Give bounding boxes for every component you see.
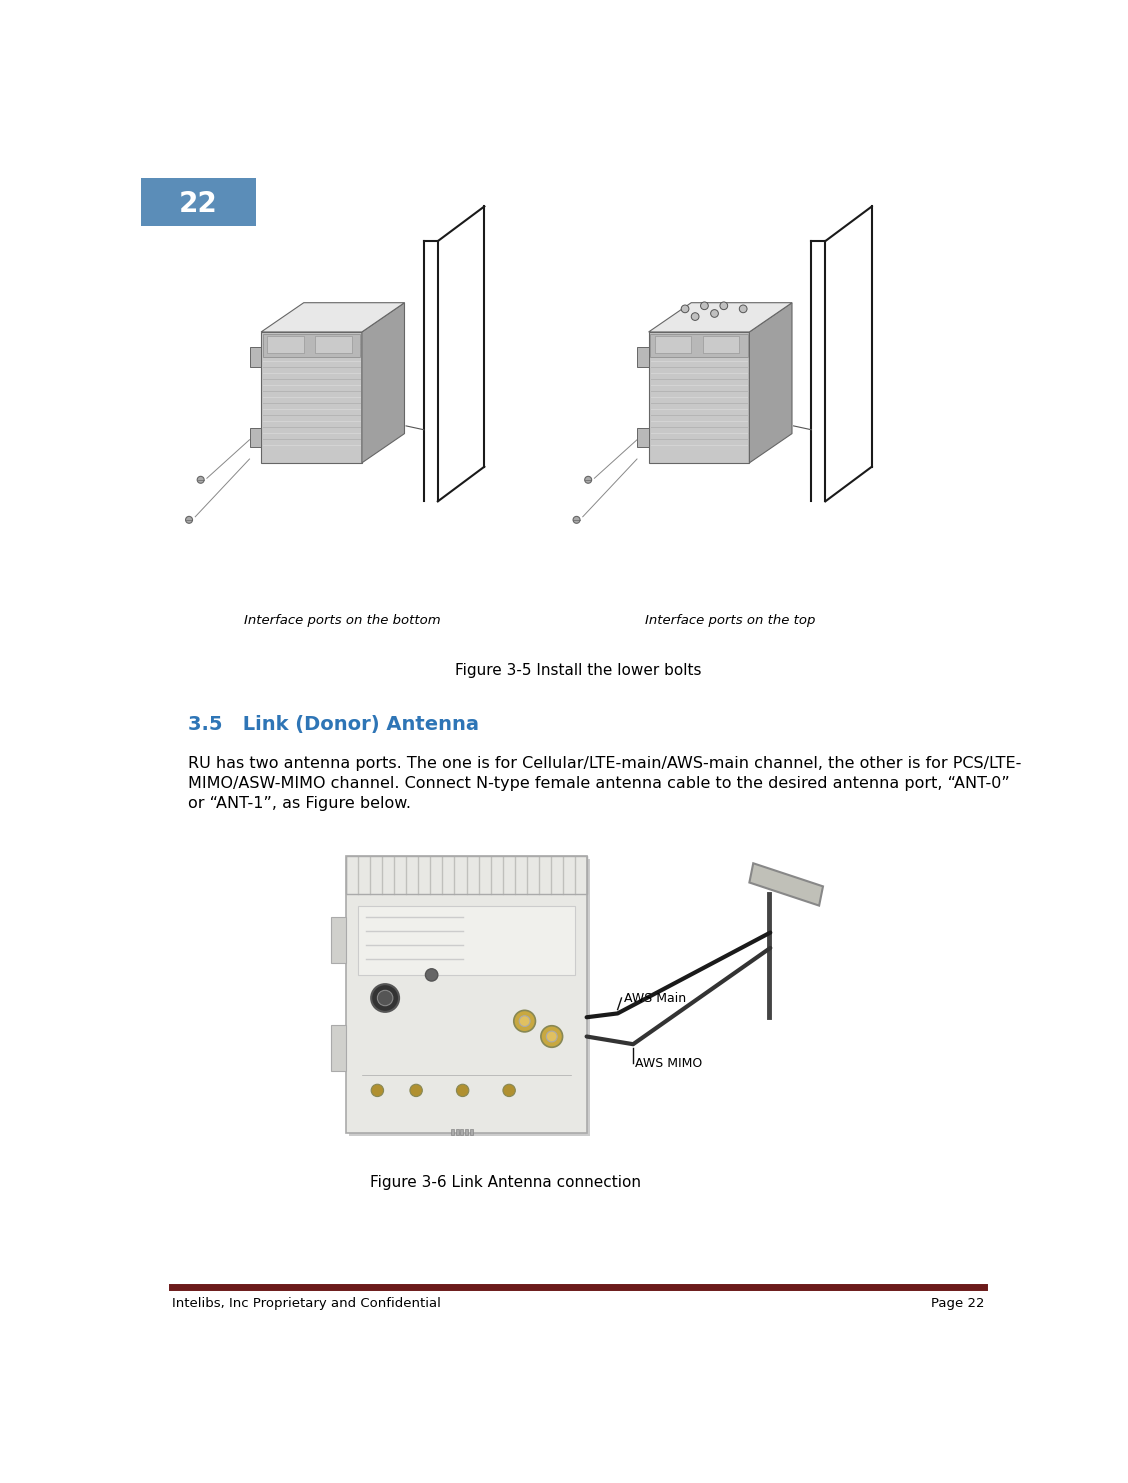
Bar xyxy=(358,906,575,974)
Bar xyxy=(267,335,303,353)
Circle shape xyxy=(711,310,719,317)
Circle shape xyxy=(519,1016,530,1026)
Circle shape xyxy=(378,991,393,1005)
Text: AWS MIMO: AWS MIMO xyxy=(635,1057,702,1069)
Circle shape xyxy=(573,516,580,523)
Polygon shape xyxy=(649,332,749,463)
Bar xyxy=(469,1129,473,1134)
Text: Figure 3-6 Link Antenna connection: Figure 3-6 Link Antenna connection xyxy=(370,1176,641,1191)
Circle shape xyxy=(409,1084,422,1096)
Bar xyxy=(331,916,346,964)
Text: Interface ports on the bottom: Interface ports on the bottom xyxy=(244,614,441,627)
Circle shape xyxy=(425,968,438,982)
Polygon shape xyxy=(637,429,649,448)
Text: Intelibs, Inc Proprietary and Confidential: Intelibs, Inc Proprietary and Confidenti… xyxy=(171,1298,441,1309)
Circle shape xyxy=(584,476,592,483)
Bar xyxy=(451,1129,455,1134)
Text: 22: 22 xyxy=(179,190,218,218)
Bar xyxy=(655,335,691,353)
Polygon shape xyxy=(749,303,792,463)
Polygon shape xyxy=(261,303,405,332)
Circle shape xyxy=(457,1084,469,1096)
Circle shape xyxy=(371,1084,384,1096)
Polygon shape xyxy=(749,429,761,448)
Polygon shape xyxy=(362,347,373,366)
Bar xyxy=(141,178,256,225)
Circle shape xyxy=(371,985,399,1011)
Polygon shape xyxy=(749,863,823,906)
Text: Figure 3-5 Install the lower bolts: Figure 3-5 Install the lower bolts xyxy=(455,663,702,678)
Circle shape xyxy=(720,303,728,310)
Polygon shape xyxy=(637,347,649,366)
Circle shape xyxy=(739,305,747,313)
Circle shape xyxy=(681,305,689,313)
Polygon shape xyxy=(362,303,405,463)
Bar xyxy=(465,1129,468,1134)
Circle shape xyxy=(197,476,204,483)
Bar xyxy=(346,856,587,894)
Text: 3.5   Link (Donor) Antenna: 3.5 Link (Donor) Antenna xyxy=(187,715,478,734)
Bar xyxy=(350,859,590,1136)
Bar xyxy=(263,334,360,356)
Circle shape xyxy=(186,516,193,523)
Text: AWS Main: AWS Main xyxy=(624,992,686,1004)
Polygon shape xyxy=(749,347,761,366)
Text: RU has two antenna ports. The one is for Cellular/LTE-main/AWS-main channel, the: RU has two antenna ports. The one is for… xyxy=(187,756,1021,771)
Circle shape xyxy=(513,1010,536,1032)
Bar xyxy=(703,335,739,353)
Polygon shape xyxy=(249,429,261,448)
Bar xyxy=(316,335,352,353)
Text: MIMO/ASW-MIMO channel. Connect N-type female antenna cable to the desired antenn: MIMO/ASW-MIMO channel. Connect N-type fe… xyxy=(187,776,1010,790)
Circle shape xyxy=(691,313,699,320)
Text: or “ANT-1”, as Figure below.: or “ANT-1”, as Figure below. xyxy=(187,796,411,811)
Bar xyxy=(460,1129,464,1134)
Bar xyxy=(331,1025,346,1071)
Bar xyxy=(456,1129,459,1134)
Text: Interface ports on the top: Interface ports on the top xyxy=(645,614,816,627)
Circle shape xyxy=(700,303,708,310)
Circle shape xyxy=(503,1084,515,1096)
Circle shape xyxy=(541,1026,563,1047)
Polygon shape xyxy=(649,303,792,332)
Polygon shape xyxy=(249,347,261,366)
Bar xyxy=(650,334,748,356)
Polygon shape xyxy=(261,332,362,463)
Polygon shape xyxy=(362,429,373,448)
Circle shape xyxy=(546,1031,557,1043)
Text: Page 22: Page 22 xyxy=(931,1298,985,1309)
Bar xyxy=(346,856,587,1133)
